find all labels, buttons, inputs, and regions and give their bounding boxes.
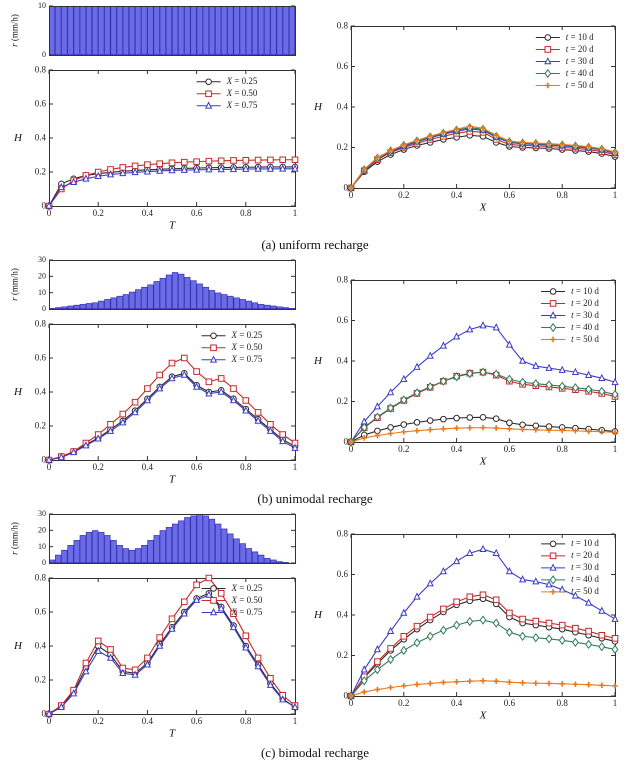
panel-b-charts xyxy=(5,256,629,490)
head-vs-distance-chart-c xyxy=(305,526,623,726)
panel-a-charts xyxy=(5,2,629,236)
panel-a-right-column xyxy=(305,2,625,218)
head-vs-time-chart-c xyxy=(5,572,305,744)
panel-caption-b: (b) unimodal recharge xyxy=(257,491,373,506)
panel-c: (c) bimodal recharge xyxy=(5,510,629,763)
panel-c-left-column xyxy=(5,510,305,744)
panel-b-left-column xyxy=(5,256,305,490)
panel-caption-c: (c) bimodal recharge xyxy=(260,745,370,760)
head-vs-distance-chart-b xyxy=(305,272,623,472)
recharge-rate-chart-b xyxy=(5,256,305,318)
recharge-rate-chart-a xyxy=(5,2,305,64)
panel-caption-a: (a) uniform recharge xyxy=(261,237,369,252)
head-vs-time-chart-a xyxy=(5,64,305,236)
panel-a: (a) uniform recharge xyxy=(5,2,629,255)
panel-b-right-column xyxy=(305,256,625,472)
head-vs-time-chart-b xyxy=(5,318,305,490)
panel-a-left-column xyxy=(5,2,305,236)
head-vs-distance-chart-a xyxy=(305,18,623,218)
panel-b: (b) unimodal recharge xyxy=(5,256,629,509)
panel-c-right-column xyxy=(305,510,625,726)
recharge-rate-chart-c xyxy=(5,510,305,572)
panel-c-charts xyxy=(5,510,629,744)
